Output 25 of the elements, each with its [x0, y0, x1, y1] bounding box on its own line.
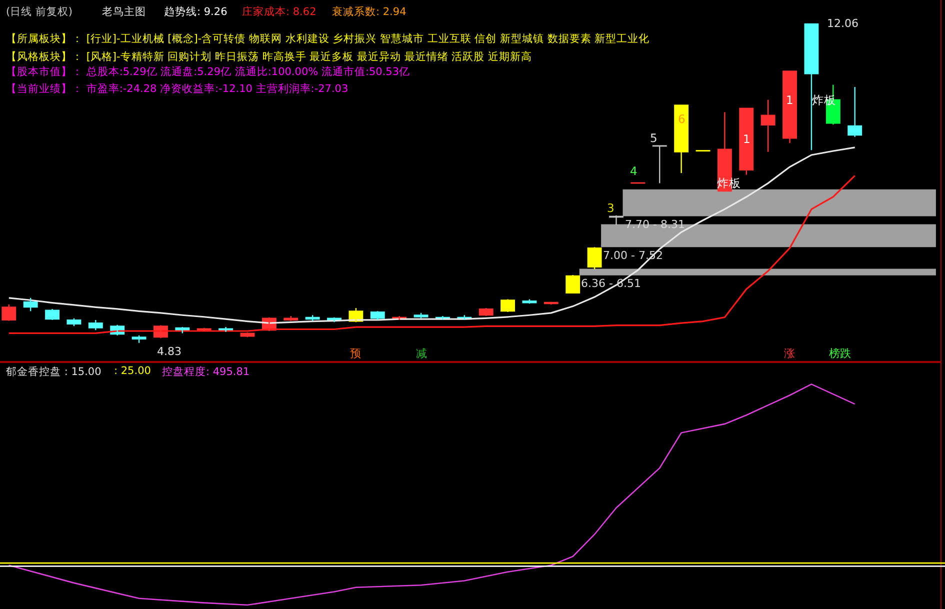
annotation: 4 — [630, 164, 638, 178]
text: (日线 前复权) — [6, 5, 73, 18]
text: 预 — [350, 347, 361, 360]
annotation: 12.06 — [827, 17, 858, 30]
annotation: 1 — [743, 132, 750, 146]
annotation: 3 — [607, 201, 614, 215]
annotation: 1 — [786, 93, 794, 107]
text: 控盘程度: 495.81 — [162, 365, 250, 378]
annotation: 6 — [678, 112, 686, 126]
text: 趋势线: 9.26 — [164, 5, 228, 18]
text: 衰减系数: 2.94 — [332, 5, 407, 18]
text: 4.83 — [157, 345, 182, 358]
annotation: 【风格板块】： [风格]-专精特新 回购计划 昨日振荡 昨高换手 最近多板 最近异动 最近情绪 活跃股 近期新高 — [6, 50, 532, 63]
annotation: 5 — [650, 131, 658, 145]
annotation: 【股本市值】： 总股本:5.29亿 流通盘:5.29亿 流通比:100.00% 流通市值:50.53亿 — [6, 65, 410, 78]
annotation: 【当前业绩】： 市盈率:-24.28 净资收益率:-12.10 主营利润率:-27.03 — [6, 82, 348, 95]
text: 郁金香控盘 : 15.00 — [6, 365, 102, 378]
band-label: 6.36 - 6.51 — [581, 277, 641, 290]
annotation: 【所属板块】： [行业]-工业机械 [概念]-含可转债 物联网 水利建设 乡村振兴 智慧城市 工业互联 信创 新型城镇 数据要素 新型工业化 — [6, 32, 650, 45]
text: : 25.00 — [114, 365, 151, 377]
text: 庄家成本: 8.62 — [242, 5, 316, 18]
text: 涨 — [784, 347, 795, 360]
text: 减 — [416, 347, 427, 360]
text: 榜跌 — [829, 347, 851, 360]
text: 老鸟主图 — [102, 5, 146, 18]
